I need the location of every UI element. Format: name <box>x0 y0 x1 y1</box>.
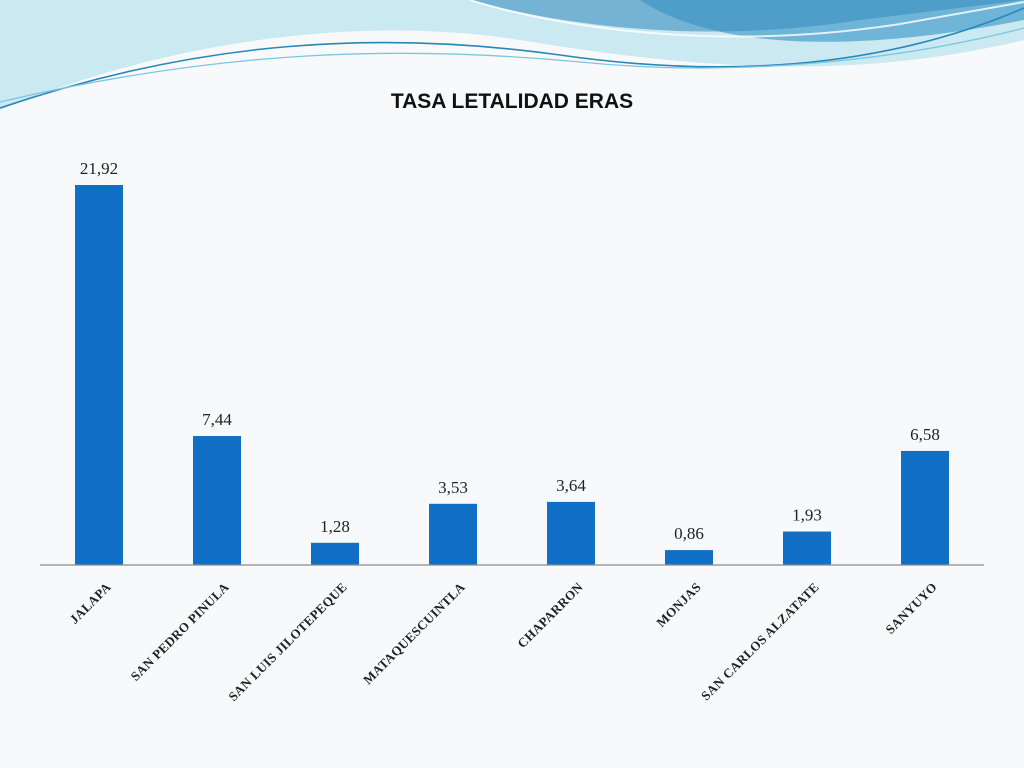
header-wave-decoration <box>0 0 1024 110</box>
tick-label-3: MATAQUESCUINTLA <box>360 579 468 687</box>
wave-line-1 <box>0 7 1024 109</box>
wave-top <box>0 0 1024 32</box>
chart-title: TASA LETALIDAD ERAS <box>391 90 633 113</box>
bar-chart: TASA LETALIDAD ERAS 21,92 7,44 1,28 3,53 3,6… <box>40 90 984 704</box>
tick-label-5: MONJAS <box>653 579 704 630</box>
data-label-6: 1,93 <box>792 506 822 525</box>
data-label-5: 0,86 <box>674 524 704 543</box>
bar-7 <box>901 450 949 565</box>
bar-4 <box>547 501 595 565</box>
data-label-7: 6,58 <box>910 425 940 444</box>
bar-0 <box>75 185 123 565</box>
bar-3 <box>429 503 477 565</box>
wave-line-3 <box>469 0 1024 38</box>
bar-1 <box>193 436 241 565</box>
bars-group <box>75 185 949 565</box>
tick-label-4: CHAPARRON <box>514 579 586 651</box>
data-label-1: 7,44 <box>202 410 232 429</box>
tick-label-1: SAN PEDRO PINULA <box>127 579 232 684</box>
tick-label-6: SAN CARLOS ALZATATE <box>698 579 822 703</box>
tick-label-7: SANYUYO <box>882 579 940 637</box>
tick-label-0: JALAPA <box>66 579 114 627</box>
data-label-4: 3,64 <box>556 476 586 495</box>
data-labels-group: 21,92 7,44 1,28 3,53 3,64 0,86 1,93 6,58 <box>80 159 940 543</box>
bar-5 <box>665 550 713 565</box>
data-label-2: 1,28 <box>320 517 350 536</box>
bar-2 <box>311 542 359 565</box>
wave-line-2 <box>0 27 1024 103</box>
data-label-0: 21,92 <box>80 159 118 178</box>
tick-label-2: SAN LUIS JILOTEPEQUE <box>225 579 350 704</box>
bar-6 <box>783 531 831 565</box>
data-label-3: 3,53 <box>438 478 468 497</box>
